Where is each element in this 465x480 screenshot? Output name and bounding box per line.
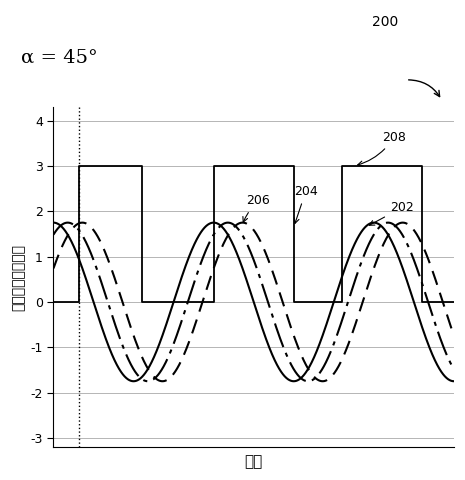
Text: α = 45°: α = 45° xyxy=(21,48,98,66)
X-axis label: 時間: 時間 xyxy=(245,454,263,469)
Text: 208: 208 xyxy=(358,131,405,166)
Text: 204: 204 xyxy=(294,185,318,223)
Y-axis label: 振幅（基準単位）: 振幅（基準単位） xyxy=(11,243,25,311)
Text: 200: 200 xyxy=(372,14,398,29)
Text: 206: 206 xyxy=(243,194,269,222)
Text: 202: 202 xyxy=(369,201,413,225)
